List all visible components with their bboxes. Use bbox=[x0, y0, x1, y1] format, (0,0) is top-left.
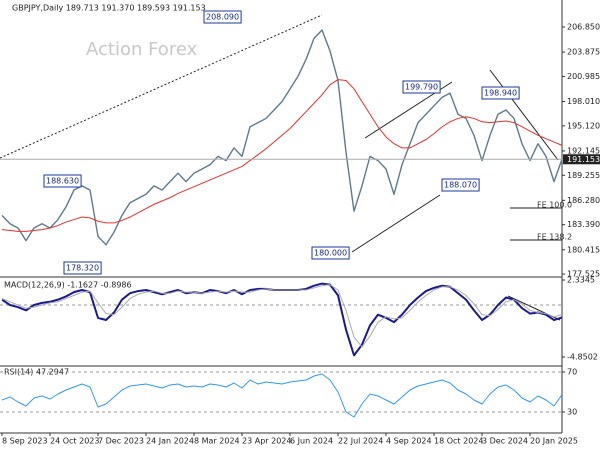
y-tick-label: 195.120 bbox=[567, 121, 600, 130]
y-tick-label: 203.875 bbox=[567, 48, 600, 57]
y-tick-label: 192.145 bbox=[567, 146, 600, 155]
y-tick-label: 200.985 bbox=[567, 72, 600, 81]
annotation: 178.320 bbox=[66, 264, 99, 273]
annotation: FE 100.0 bbox=[537, 201, 572, 210]
last-price-label: 191.153 bbox=[567, 155, 600, 164]
annotation-box bbox=[311, 246, 350, 260]
annotation: 188.070 bbox=[444, 181, 477, 190]
y-tick-label: 186.280 bbox=[567, 196, 600, 205]
x-tick-label: 7 Dec 2023 bbox=[98, 437, 144, 446]
x-tick-label: 3 Dec 2024 bbox=[482, 437, 528, 446]
annotation: 199.790 bbox=[405, 83, 438, 92]
x-tick-label: 20 Jan 2025 bbox=[530, 437, 578, 446]
y-tick-label: 206.850 bbox=[567, 23, 600, 32]
annotation-box bbox=[63, 261, 102, 275]
x-tick-label: 8 Sep 2023 bbox=[2, 437, 48, 446]
annotation: 208.090 bbox=[206, 13, 239, 22]
x-tick-label: 24 Oct 2023 bbox=[50, 437, 99, 446]
trend-line bbox=[0, 14, 323, 159]
annotation: 180.000 bbox=[314, 249, 347, 258]
chart-header: GBPJPY,Daily 189.713 191.370 189.593 191… bbox=[12, 4, 206, 13]
y-tick-label: 30 bbox=[567, 408, 577, 417]
y-tick-label: 183.390 bbox=[567, 220, 600, 229]
y-tick-label: 189.255 bbox=[567, 171, 600, 180]
y-tick-label: 177.525 bbox=[567, 270, 600, 279]
annotation-box bbox=[203, 10, 242, 24]
series-line bbox=[1, 29, 563, 246]
y-tick-label: 198.010 bbox=[567, 97, 600, 106]
x-tick-label: 8 Mar 2024 bbox=[194, 437, 240, 446]
annotation-box bbox=[481, 86, 520, 100]
series-line bbox=[1, 373, 563, 418]
annotation: 198.940 bbox=[484, 89, 517, 98]
annotation: FE 138.2 bbox=[537, 233, 572, 242]
macd-header: MACD(12,26,9) -1.1627 -0.8986 bbox=[4, 281, 132, 290]
y-tick-label: -4.8502 bbox=[567, 352, 598, 361]
watermark: Action Forex bbox=[86, 39, 198, 60]
x-tick-label: 6 Jun 2024 bbox=[290, 437, 333, 446]
last-price-box bbox=[563, 154, 600, 165]
y-tick-label: 180.415 bbox=[567, 245, 600, 254]
x-tick-label: 23 Apr 2024 bbox=[242, 437, 291, 446]
annotation: 188.630 bbox=[46, 177, 79, 186]
annotation-box bbox=[402, 80, 441, 94]
annotation-box bbox=[441, 178, 480, 192]
y-tick-label: 2.3345 bbox=[567, 275, 595, 284]
trend-line bbox=[489, 69, 559, 161]
series-line bbox=[1, 79, 563, 232]
y-tick-label: 70 bbox=[567, 368, 577, 377]
x-tick-label: 22 Jul 2024 bbox=[338, 437, 383, 446]
annotation-box bbox=[43, 174, 82, 188]
x-tick-label: 4 Sep 2024 bbox=[386, 437, 432, 446]
x-tick-label: 18 Oct 2024 bbox=[434, 437, 483, 446]
x-tick-label: 24 Jan 2024 bbox=[146, 437, 194, 446]
channel-line bbox=[351, 194, 441, 253]
series-line bbox=[1, 284, 563, 348]
